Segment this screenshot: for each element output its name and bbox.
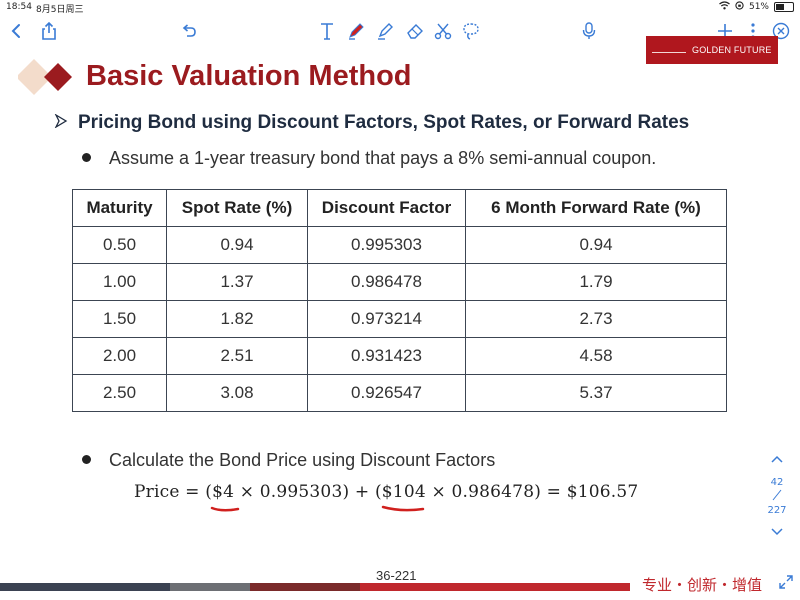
table-cell: 0.94 [465,226,727,264]
table-row: 2.50 3.08 0.926547 5.37 [72,374,727,412]
table-cell: 4.58 [465,337,727,375]
highlighter-icon[interactable] [374,20,396,42]
battery-percent: 51% [748,2,769,12]
footer-motto: 专业・创新・增值 [640,574,765,595]
logo-text: GOLDEN FUTURE [692,45,772,55]
table-cell: 1.37 [166,263,308,301]
current-page: 42 [770,477,784,488]
footer-color-bar [0,583,800,591]
total-pages: 227 [767,505,787,516]
status-date: 8月5日周三 [36,5,84,15]
table-row: 2.00 2.51 0.931423 4.58 [72,337,727,375]
expand-icon[interactable] [778,574,794,590]
seal-icon [652,40,686,53]
close-icon[interactable] [770,20,792,42]
subheading-text: Pricing Bond using Discount Factors, Spo… [78,112,690,133]
title-diamond-icon [18,59,72,95]
table-header-row: Maturity Spot Rate (%) Discount Factor 6… [72,189,727,227]
table-cell: 1.00 [72,263,167,301]
slide-title: Basic Valuation Method [86,60,412,92]
subheading: Pricing Bond using Discount Factors, Spo… [54,112,689,134]
page-navigator: 42 227 [762,452,792,540]
page-divider-icon [762,489,792,505]
table-cell: 0.986478 [307,263,466,301]
scissors-icon[interactable] [432,20,454,42]
text-tool-icon[interactable] [316,20,338,42]
microphone-icon[interactable] [578,20,600,42]
bullet-assumption: Assume a 1-year treasury bond that pays … [82,148,656,169]
table-cell: 2.51 [166,337,308,375]
page-down-icon[interactable] [762,525,792,540]
bullet-calculation: Calculate the Bond Price using Discount … [82,450,495,471]
add-page-icon[interactable] [714,20,736,42]
price-formula: Price = ($4 × 0.995303) + ($104 × 0.9864… [134,482,639,502]
bullet-text: Assume a 1-year treasury bond that pays … [109,148,657,168]
wifi-icon [719,1,730,13]
bullet-dot-icon [82,455,91,464]
table-cell: 2.50 [72,374,167,412]
eraser-icon[interactable] [404,20,426,42]
table-cell: 0.94 [166,226,308,264]
slide-page-label: 36-221 [376,568,417,583]
orientation-lock-icon [735,1,744,13]
share-icon[interactable] [38,20,60,42]
undo-icon[interactable] [178,20,200,42]
brand-logo: GOLDEN FUTURE [646,36,778,64]
column-header-spot-rate: Spot Rate (%) [166,189,308,227]
table-row: 1.00 1.37 0.986478 1.79 [72,263,727,301]
status-time: 18:54 [6,2,32,12]
bullet-dot-icon [82,153,91,162]
bullet-text: Calculate the Bond Price using Discount … [109,450,496,470]
table-cell: 2.73 [465,300,727,338]
battery-icon [774,2,794,12]
table-cell: 5.37 [465,374,727,412]
table-cell: 0.995303 [307,226,466,264]
ink-underline-mark [210,506,240,512]
table-cell: 1.82 [166,300,308,338]
table-cell: 0.926547 [307,374,466,412]
table-cell: 0.973214 [307,300,466,338]
column-header-discount-factor: Discount Factor [307,189,466,227]
pen-icon[interactable] [345,20,367,42]
rates-table: Maturity Spot Rate (%) Discount Factor 6… [72,189,727,412]
page-up-icon[interactable] [762,452,792,467]
table-row: 1.50 1.82 0.973214 2.73 [72,300,727,338]
table-cell: 2.00 [72,337,167,375]
table-cell: 0.931423 [307,337,466,375]
table-row: 0.50 0.94 0.995303 0.94 [72,226,727,264]
lasso-icon[interactable] [460,20,482,42]
ink-underline-mark [381,505,425,512]
status-bar: 18:54 8月5日周三 51% [0,0,800,15]
toolbar [0,14,800,48]
table-cell: 1.50 [72,300,167,338]
table-cell: 0.50 [72,226,167,264]
table-cell: 3.08 [166,374,308,412]
table-cell: 1.79 [465,263,727,301]
arrow-bullet-icon [54,113,70,131]
status-right: 51% [719,1,794,13]
back-icon[interactable] [6,20,28,42]
column-header-maturity: Maturity [72,189,167,227]
column-header-forward-rate: 6 Month Forward Rate (%) [465,189,727,227]
